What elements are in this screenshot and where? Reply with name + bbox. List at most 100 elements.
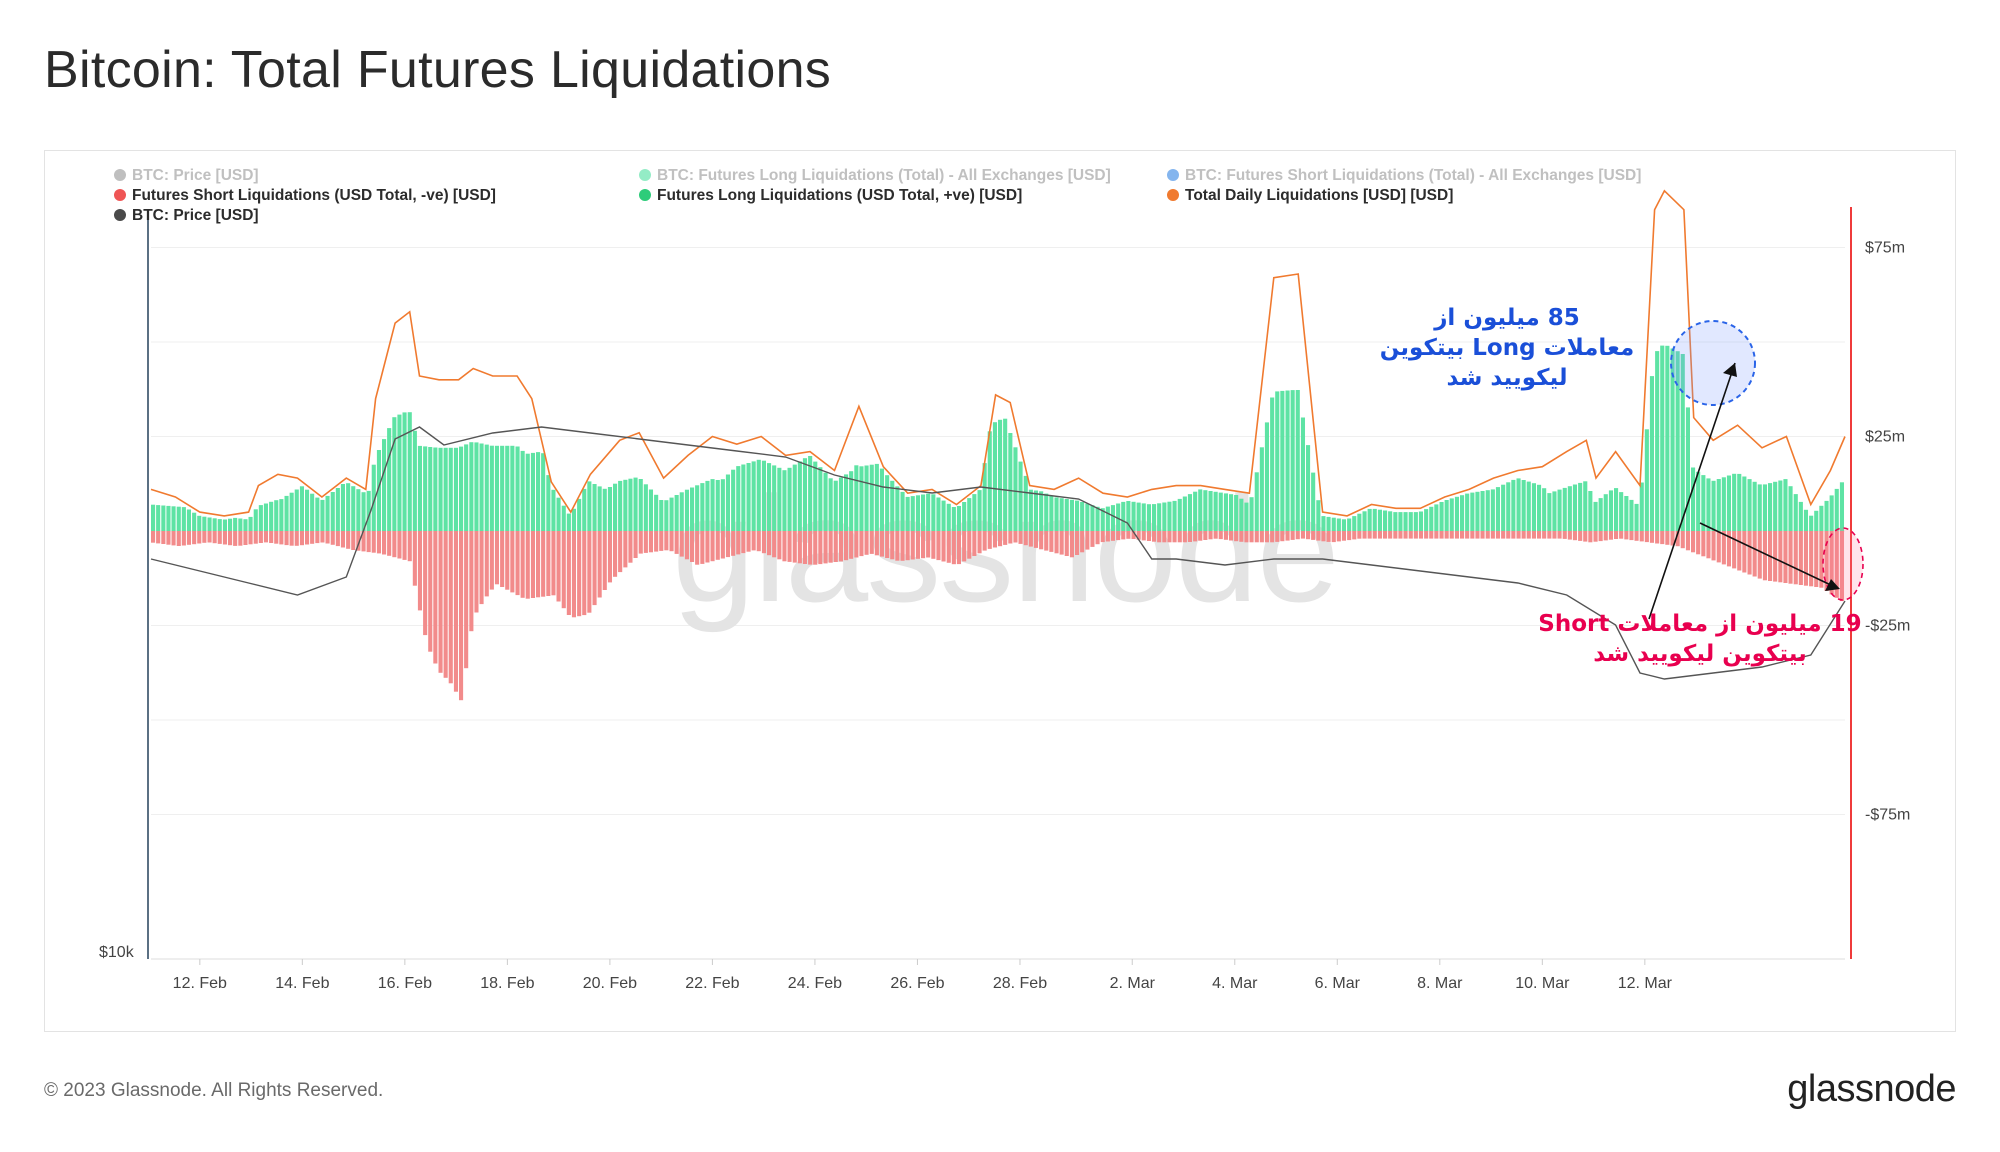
- short-liquidation-bar: [972, 531, 977, 556]
- short-liquidation-bar: [274, 531, 279, 544]
- short-liquidation-bar: [1105, 531, 1110, 542]
- long-liquidation-bar: [998, 419, 1003, 531]
- short-liquidation-bar: [1834, 531, 1839, 598]
- short-liquidation-bar: [833, 531, 838, 562]
- long-liquidation-bar: [690, 487, 695, 531]
- short-liquidation-bar: [1167, 531, 1172, 543]
- long-liquidation-bar: [192, 512, 197, 531]
- short-liquidation-bar: [1762, 531, 1768, 581]
- long-liquidation-bar: [782, 470, 787, 531]
- short-liquidation-bar: [1537, 531, 1542, 539]
- short-liquidation-bar: [1819, 531, 1824, 588]
- long-annotation-text: 85 میلیون از: [1433, 305, 1580, 331]
- short-liquidation-bar: [669, 531, 674, 552]
- short-liquidation-bar: [1675, 531, 1680, 547]
- short-liquidation-bar: [1367, 531, 1372, 539]
- legend-item-label[interactable]: BTC: Futures Short Liquidations (Total) …: [1185, 167, 1641, 184]
- short-liquidation-bar: [1008, 531, 1013, 544]
- short-liquidation-bar: [648, 531, 654, 553]
- short-liquidation-bar: [808, 531, 813, 565]
- short-liquidation-bar: [1131, 531, 1136, 539]
- long-liquidation-bar: [1562, 487, 1567, 531]
- short-liquidation-bar: [679, 531, 684, 557]
- long-liquidation-bar: [879, 468, 885, 531]
- short-liquidation-bar: [1403, 531, 1408, 539]
- short-liquidation-bar: [1531, 531, 1537, 539]
- short-liquidation-bar: [1341, 531, 1347, 541]
- long-liquidation-bar: [1603, 494, 1608, 531]
- short-liquidation-bar: [525, 531, 530, 599]
- long-liquidation-bar: [500, 445, 505, 531]
- legend-item-label[interactable]: Total Daily Liquidations [USD] [USD]: [1185, 187, 1453, 204]
- long-liquidation-bar: [525, 453, 530, 531]
- long-liquidation-bar: [956, 506, 962, 531]
- short-liquidation-bar: [1054, 531, 1059, 554]
- short-liquidation-bar: [1680, 531, 1685, 549]
- short-liquidation-bar: [823, 531, 828, 564]
- short-liquidation-bar: [1116, 531, 1121, 541]
- short-liquidation-bar: [166, 531, 171, 545]
- short-liquidation-bar: [1069, 531, 1075, 558]
- x-tick-label: 8. Mar: [1417, 975, 1463, 992]
- long-liquidation-bar: [633, 477, 638, 531]
- short-liquidation-bar: [1223, 531, 1229, 540]
- short-liquidation-bar: [176, 531, 181, 546]
- short-liquidation-bar: [371, 531, 376, 553]
- short-liquidation-bar: [1495, 531, 1501, 539]
- long-liquidation-bar: [494, 445, 500, 531]
- long-liquidation-bar: [1747, 479, 1752, 531]
- legend-marker[interactable]: [114, 189, 126, 201]
- legend-marker[interactable]: [114, 209, 126, 221]
- long-liquidation-bar: [263, 503, 269, 531]
- short-annotation-text: 19 میلیون از معاملات Short: [1538, 611, 1861, 637]
- long-liquidation-bar: [715, 480, 720, 531]
- long-liquidation-bar: [1824, 500, 1829, 531]
- x-tick-label: 6. Mar: [1315, 975, 1361, 992]
- long-liquidation-bar: [1675, 351, 1680, 531]
- short-liquidation-bar: [1177, 531, 1182, 543]
- legend-marker[interactable]: [639, 189, 651, 201]
- short-liquidation-bar: [1393, 531, 1398, 539]
- short-liquidation-bar: [1049, 531, 1054, 552]
- legend-item-label[interactable]: BTC: Price [USD]: [132, 207, 259, 224]
- long-liquidation-bar: [1803, 509, 1809, 531]
- short-liquidation-bar: [1229, 531, 1234, 541]
- legend-marker[interactable]: [639, 169, 651, 181]
- long-liquidation-bar: [546, 475, 551, 531]
- short-liquidation-bar: [659, 531, 664, 551]
- legend-item-label[interactable]: Futures Long Liquidations (USD Total, +v…: [657, 187, 1022, 204]
- short-liquidation-bar: [484, 531, 489, 597]
- long-liquidation-bar: [1670, 348, 1675, 531]
- long-liquidation-bar: [346, 483, 351, 531]
- legend-marker[interactable]: [114, 169, 126, 181]
- long-liquidation-bar: [1768, 483, 1773, 531]
- long-liquidation-bar: [1413, 512, 1418, 531]
- legend-marker[interactable]: [1167, 189, 1179, 201]
- short-liquidation-bar: [156, 531, 161, 544]
- long-liquidation-bar: [1819, 505, 1824, 531]
- short-liquidation-bar: [1660, 531, 1665, 545]
- long-liquidation-bar: [720, 479, 725, 531]
- short-liquidation-bar: [1044, 531, 1049, 551]
- x-tick-label: 26. Feb: [890, 975, 944, 992]
- short-liquidation-bar: [1757, 531, 1762, 579]
- short-liquidation-bar: [1331, 531, 1336, 543]
- short-liquidation-bar: [1634, 531, 1639, 541]
- long-liquidation-bar: [335, 488, 340, 531]
- long-liquidation-bar: [613, 483, 618, 531]
- long-liquidation-bar: [202, 516, 207, 531]
- legend-item-label[interactable]: BTC: Price [USD]: [132, 167, 259, 184]
- long-liquidation-bar: [1711, 480, 1716, 531]
- long-liquidation-bar: [926, 493, 931, 531]
- long-liquidation-bar: [577, 498, 582, 531]
- legend-item-label[interactable]: Futures Short Liquidations (USD Total, -…: [132, 187, 496, 204]
- short-liquidation-bar: [1619, 531, 1624, 539]
- short-liquidation-bar: [1362, 531, 1367, 539]
- short-liquidation-bar: [299, 531, 305, 546]
- short-liquidation-bar: [613, 531, 618, 577]
- short-liquidation-bar: [1475, 531, 1480, 539]
- short-liquidation-bar: [1239, 531, 1244, 542]
- total-liquidations-line: [150, 189, 1846, 517]
- legend-marker[interactable]: [1167, 169, 1179, 181]
- legend-item-label[interactable]: BTC: Futures Long Liquidations (Total) -…: [657, 167, 1111, 184]
